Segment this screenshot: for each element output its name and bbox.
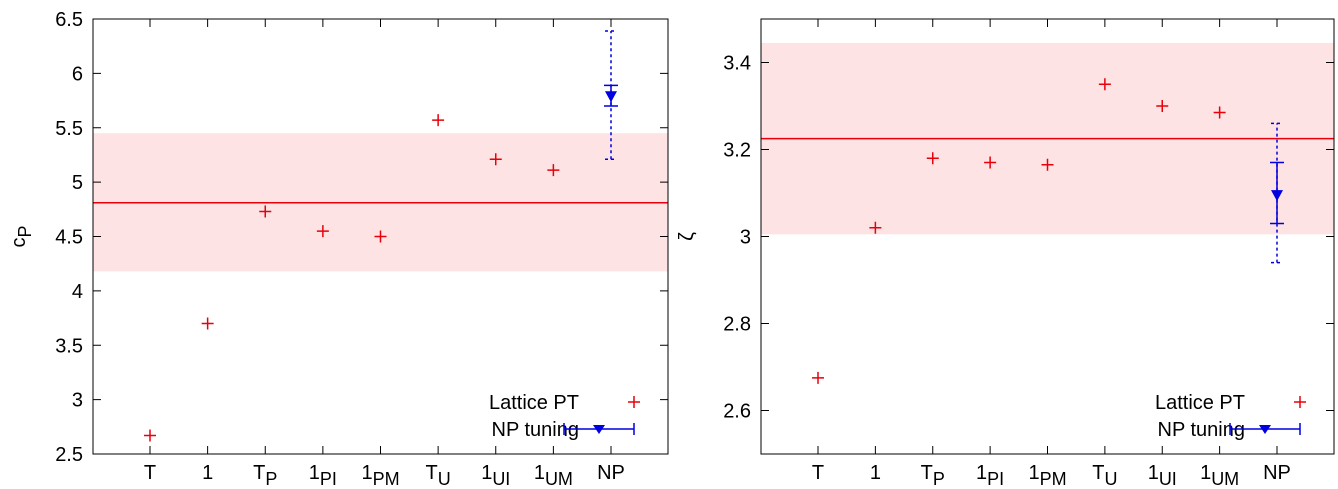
y-tick-label: 4.5 bbox=[55, 227, 83, 249]
x-tick-label: TP bbox=[253, 462, 277, 489]
y-tick-label: 4 bbox=[72, 281, 83, 303]
lattice-pt-point bbox=[1041, 158, 1054, 171]
y-tick-label: 3.5 bbox=[55, 335, 83, 357]
y-tick-label: 3 bbox=[740, 227, 751, 249]
right-chart-panel: 2.6 2.8 3 3.2 3.4 T 1 TP 1PI 1PM TU 1UI 1UM NP ζ Lattic… bbox=[676, 18, 1335, 489]
legend-marker-np-tuning-triangle bbox=[1259, 425, 1271, 434]
y-tick-label: 2.8 bbox=[723, 314, 751, 336]
lattice-pt-point bbox=[374, 230, 387, 243]
legend-marker-lattice-pt bbox=[628, 396, 640, 408]
lattice-pt-point bbox=[926, 152, 939, 165]
lattice-pt-point bbox=[812, 371, 824, 384]
x-tick-label: T bbox=[812, 462, 824, 484]
legend-label-np-tuning: NP tuning bbox=[1158, 419, 1245, 441]
lattice-pt-point bbox=[869, 221, 882, 234]
lattice-pt-point bbox=[432, 114, 445, 127]
legend-marker-lattice-pt bbox=[1294, 396, 1306, 408]
x-tick-label: 1UM bbox=[1200, 462, 1239, 489]
x-tick-label: 1UM bbox=[534, 462, 573, 489]
x-tick-label: 1PI bbox=[309, 462, 337, 489]
x-tick-label: TU bbox=[426, 462, 451, 489]
y-tick-label: 3.2 bbox=[723, 140, 751, 162]
np-tuning-point bbox=[605, 91, 617, 103]
lattice-pt-point bbox=[1098, 78, 1111, 91]
legend-marker-np-tuning-triangle bbox=[593, 425, 605, 434]
y-axis-label: ζ bbox=[676, 232, 698, 241]
lattice-pt-point bbox=[1213, 106, 1226, 119]
lattice-pt-point bbox=[489, 153, 502, 166]
y-tick-label: 2.6 bbox=[723, 401, 751, 423]
legend-label-lattice-pt: Lattice PT bbox=[489, 392, 579, 414]
lattice-pt-point bbox=[259, 205, 272, 218]
y-tick-label: 6 bbox=[72, 63, 83, 85]
y-tick-label: 2.5 bbox=[55, 444, 83, 466]
x-tick-label: 1PM bbox=[361, 462, 399, 489]
lattice-pt-point bbox=[984, 156, 997, 169]
y-tick-label: 6.5 bbox=[55, 9, 83, 31]
left-chart-panel: 2.5 3 3.5 4 4.5 5 5.5 6 6.5 T 1 TP 1PI 1PM TU 1UI 1UM NP c… bbox=[8, 9, 669, 489]
lattice-pt-point bbox=[1156, 100, 1169, 112]
y-tick-label: 3 bbox=[72, 390, 83, 412]
x-tick-label: TU bbox=[1092, 462, 1117, 489]
y-tick-label: 3.4 bbox=[723, 53, 751, 75]
np-tuning-point bbox=[1271, 190, 1283, 202]
y-tick-label: 5.5 bbox=[55, 118, 83, 140]
x-tick-label: 1PM bbox=[1028, 462, 1066, 489]
lattice-pt-point bbox=[547, 164, 560, 177]
x-tick-label: NP bbox=[1263, 462, 1291, 484]
x-tick-label: 1UI bbox=[481, 462, 510, 489]
x-tick-label: T bbox=[144, 462, 156, 484]
np-systematic-error-bar bbox=[605, 30, 617, 161]
legend-label-np-tuning: NP tuning bbox=[492, 419, 579, 441]
x-tick-label: 1 bbox=[202, 462, 213, 484]
lattice-pt-point bbox=[144, 429, 156, 442]
lattice-pt-point bbox=[316, 225, 329, 238]
x-tick-label: 1UI bbox=[1148, 462, 1177, 489]
y-axis-label: cP bbox=[8, 225, 35, 247]
x-tick-label: 1 bbox=[870, 462, 881, 484]
x-tick-label: TP bbox=[921, 462, 945, 489]
legend-label-lattice-pt: Lattice PT bbox=[1155, 392, 1245, 414]
y-tick-label: 5 bbox=[72, 172, 83, 194]
lattice-pt-point bbox=[201, 317, 214, 330]
np-systematic-error-bar bbox=[1271, 122, 1283, 264]
x-tick-label: NP bbox=[597, 462, 625, 484]
x-tick-label: 1PI bbox=[976, 462, 1004, 489]
